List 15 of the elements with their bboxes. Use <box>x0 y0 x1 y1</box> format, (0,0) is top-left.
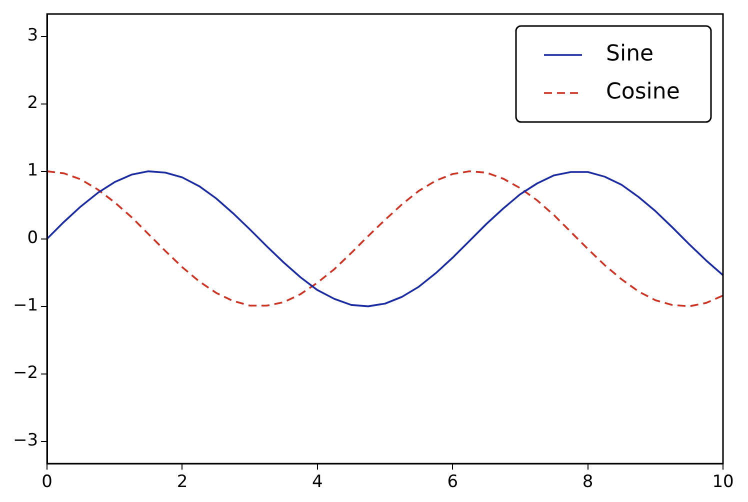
x-tick-label: 4 <box>312 472 323 492</box>
legend-label: Cosine <box>606 80 680 105</box>
y-tick-label: −1 <box>13 296 38 316</box>
x-tick-label: 2 <box>176 472 188 492</box>
y-tick-label: −2 <box>13 363 38 384</box>
y-tick-label: 0 <box>27 228 38 248</box>
y-tick-label: −3 <box>13 430 38 451</box>
x-tick-label: 8 <box>582 472 594 492</box>
x-tick-label: 10 <box>712 472 734 492</box>
legend-label: Sine <box>606 42 654 67</box>
x-tick-label: 6 <box>447 472 458 492</box>
x-tick-label: 0 <box>42 472 52 492</box>
y-tick-label: 1 <box>27 160 38 181</box>
y-tick-label: 3 <box>27 26 38 46</box>
y-tick-label: 2 <box>27 93 38 114</box>
